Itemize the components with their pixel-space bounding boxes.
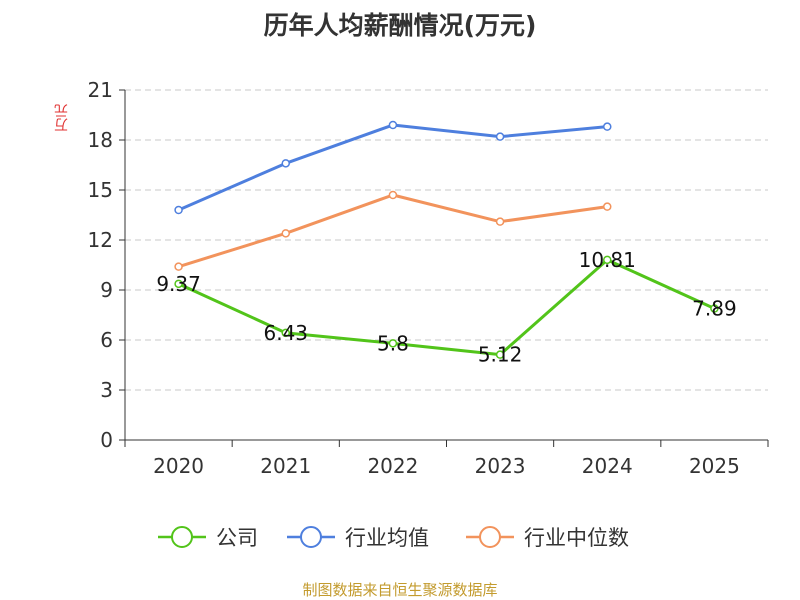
series-line-2	[178, 193, 608, 269]
x-tick-label: 2023	[475, 454, 526, 478]
data-point	[603, 122, 612, 131]
source-note: 制图数据来自恒生聚源数据库	[302, 581, 498, 599]
y-tick-label: 0	[100, 428, 113, 452]
legend[interactable]: 公司 行业均值 行业中位数	[158, 526, 629, 550]
legend-swatch-marker	[479, 526, 501, 548]
data-point	[388, 120, 398, 130]
legend-label: 公司	[216, 526, 258, 550]
series-lines	[174, 120, 719, 359]
data-label: 10.81	[579, 248, 636, 272]
data-point	[603, 255, 612, 265]
data-label: 6.43	[263, 321, 308, 345]
data-point	[495, 132, 505, 141]
data-point	[174, 262, 183, 271]
grid-lines	[125, 89, 768, 391]
data-point	[388, 339, 398, 348]
legend-label: 行业均值	[345, 526, 429, 550]
x-tick-label: 2022	[367, 454, 418, 478]
y-tick-label: 9	[100, 278, 113, 302]
series-line-0	[177, 258, 716, 357]
data-point	[281, 229, 290, 238]
y-tick-label: 6	[100, 328, 113, 352]
data-label: 7.89	[692, 297, 737, 321]
legend-item-1[interactable]: 行业均值	[287, 526, 429, 550]
data-label: 5.8	[377, 331, 409, 355]
x-tick-label: 2020	[153, 454, 204, 478]
data-point	[174, 205, 183, 215]
legend-item-2[interactable]: 行业中位数	[466, 526, 629, 550]
y-tick-label: 15	[88, 178, 113, 202]
data-point	[603, 202, 612, 211]
data-label: 9.37	[156, 272, 201, 296]
data-label: 5.12	[478, 343, 523, 367]
y-tick-label: 12	[88, 228, 113, 252]
data-point	[495, 217, 505, 226]
chart-title: 历年人均薪酬情况(万元)	[263, 11, 537, 40]
legend-swatch-marker	[171, 526, 193, 548]
data-point	[281, 159, 290, 168]
y-tick-label: 3	[100, 378, 113, 402]
y-tick-label: 21	[88, 78, 113, 102]
legend-item-0[interactable]: 公司	[158, 526, 258, 550]
legend-label: 行业中位数	[524, 526, 629, 550]
data-point	[174, 279, 183, 289]
data-point	[281, 328, 290, 338]
axes: 0 3 6 9 12 15 18 21 2020 2021 2022 2023 2024 2025	[88, 78, 769, 478]
x-tick-label: 2024	[582, 454, 633, 478]
legend-swatch-marker	[300, 526, 322, 548]
data-point	[710, 304, 719, 313]
data-point	[495, 350, 505, 359]
data-labels: 9.37 6.43 5.8 5.12 10.81 7.89	[156, 248, 736, 367]
data-point	[388, 190, 398, 200]
x-tick-label: 2021	[260, 454, 311, 478]
x-tick-label: 2025	[689, 454, 740, 478]
y-tick-label: 18	[88, 128, 113, 152]
